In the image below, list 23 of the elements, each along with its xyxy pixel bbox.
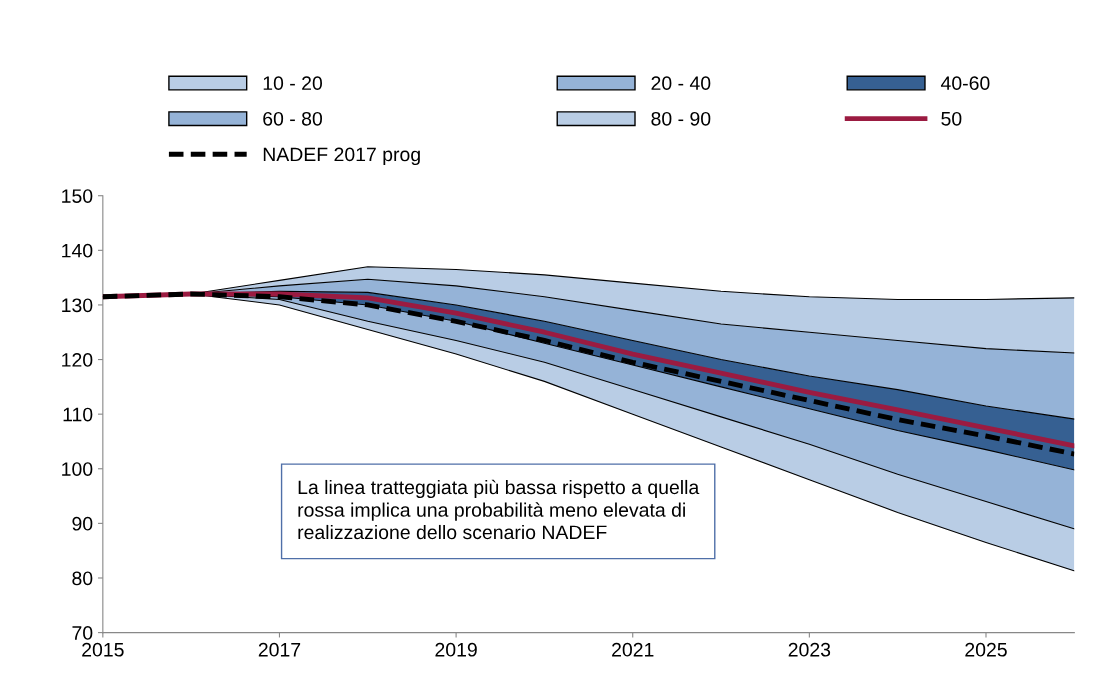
legend-label: 60 - 80 bbox=[263, 111, 323, 126]
x-tick-label: 2017 bbox=[258, 642, 301, 657]
legend-label: NADEF 2017 prog bbox=[263, 147, 420, 166]
x-tick-label: 2021 bbox=[612, 642, 654, 657]
y-tick-label: 130 bbox=[62, 298, 93, 313]
y-tick-label: 80 bbox=[72, 571, 93, 586]
x-tick-label: 2023 bbox=[788, 642, 831, 657]
legend-label: 20 - 40 bbox=[651, 76, 711, 91]
y-tick-label: 70 bbox=[72, 626, 93, 640]
y-tick-label: 140 bbox=[62, 243, 93, 258]
y-tick-label: 150 bbox=[62, 189, 93, 203]
legend-label: 10 - 20 bbox=[263, 76, 323, 91]
y-tick-label: 90 bbox=[72, 516, 93, 531]
y-tick-label: 110 bbox=[63, 407, 93, 422]
legend-label: 40-60 bbox=[940, 76, 990, 91]
y-tick-label: 100 bbox=[62, 462, 93, 476]
legend-label: 50 bbox=[941, 111, 962, 126]
x-tick-label: 2025 bbox=[965, 642, 1007, 657]
y-tick-label: 120 bbox=[62, 353, 93, 367]
x-tick-label: 2015 bbox=[82, 642, 124, 657]
x-tick-label: 2019 bbox=[435, 642, 477, 657]
annotation: La linea tratteggiata più bassa rispetto a quella rossa implica una probabilità meno elevata di realizzazione dello scenario NADEF bbox=[298, 479, 700, 540]
legend-label: 80 - 90 bbox=[651, 111, 711, 126]
